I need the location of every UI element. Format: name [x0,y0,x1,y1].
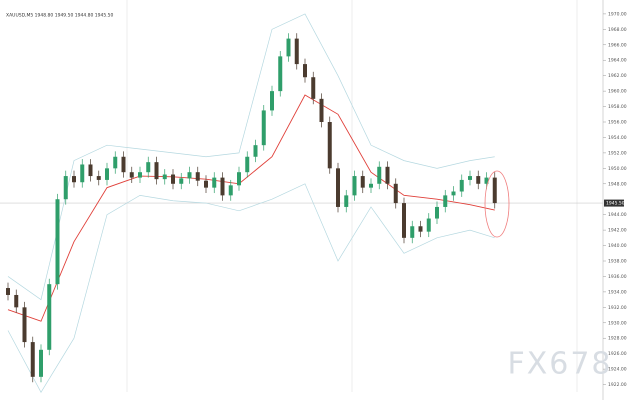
candle-body [327,122,332,169]
y-tick-label: 1962.00 [608,73,627,79]
y-tick-label: 1926.00 [608,351,627,357]
candle-body [47,284,52,350]
candle-body [426,218,431,232]
candle-body [369,183,373,188]
last-price-label: 1945.50 [606,201,625,207]
candle-body [352,176,357,196]
candle-body [360,176,365,188]
annotation-ellipse [484,170,510,238]
candle-body [278,56,283,92]
y-tick-label: 1958.00 [608,104,627,110]
candle-body [212,177,217,188]
candle-body [261,110,266,146]
y-tick-label: 1948.00 [608,181,627,187]
candle-body [303,64,307,78]
candle-body [377,166,382,184]
candle-body [468,176,472,180]
y-tick-label: 1936.00 [608,274,627,280]
y-tick-label: 1930.00 [608,320,627,326]
y-tick-label: 1934.00 [608,289,627,295]
candle-body [393,183,398,204]
candle-body [105,168,109,180]
candle-body [410,226,415,238]
y-tick-label: 1950.00 [608,166,627,172]
candle-body [228,185,233,196]
candle-body [435,206,439,219]
y-tick-label: 1970.00 [608,11,627,17]
candle-body [402,203,406,238]
y-tick-label: 1952.00 [608,150,627,156]
candle-body [154,162,159,180]
candle-body [171,174,175,184]
candle-body [459,179,464,192]
candle-body [253,145,258,157]
y-tick-label: 1940.00 [608,243,627,249]
candle-body [162,174,167,180]
candle-body [80,164,85,183]
candle-body [418,226,423,232]
y-tick-label: 1954.00 [608,135,627,141]
watermark: FX678 [507,347,612,382]
candle-body [96,176,101,180]
candle-body [129,172,134,178]
candle-body [294,38,299,65]
candle-body [220,177,225,196]
y-tick-label: 1956.00 [608,120,627,126]
candle-body [336,168,340,207]
candle-body [14,294,19,308]
y-tick-label: 1922.00 [608,382,627,388]
moving-average [7,94,495,322]
last-price-box [604,199,624,207]
candle-body [72,176,76,183]
chart-title: XAUUSD,M5 1948.80 1949.50 1944.80 1945.5… [6,13,114,19]
plot-area: 1970.00 1968.00 1966.00 1964.00 1962.00 1960.… [0,11,627,393]
bollinger-band [7,13,495,301]
candle-body [484,177,489,184]
candle-body [344,195,349,207]
candle-body [55,199,60,285]
candle-body [63,176,68,200]
y-tick-label: 1964.00 [608,58,627,64]
candle-body [286,38,291,57]
candle-body [39,349,43,377]
y-tick-label: 1942.00 [608,228,627,234]
candle-body [113,156,118,169]
y-tick-label: 1968.00 [608,27,627,33]
candle-body [146,162,151,173]
candle-body [179,178,184,184]
candle-body [88,164,93,177]
y-tick-label: 1966.00 [608,42,627,48]
candle-body [187,172,192,179]
candle-body [6,288,10,295]
candle-body [476,176,481,184]
y-tick-label: 1928.00 [608,336,627,342]
y-tick-label: 1938.00 [608,259,627,265]
candle-body [121,156,126,173]
candle-body [311,77,316,99]
candle-body [245,156,250,173]
candle-body [138,172,142,178]
candle-body [385,166,390,184]
candle-body [22,307,27,343]
bollinger-band [7,183,495,393]
y-tick-label: 1932.00 [608,305,627,311]
candle-body [30,342,35,377]
y-tick-label: 1960.00 [608,89,627,95]
candle-body [319,98,324,123]
candle-body [204,180,208,188]
candle-body [237,172,241,186]
candle-body [443,195,448,207]
candle-body [195,172,200,181]
y-tick-label: 1924.00 [608,367,627,373]
candle-body [492,177,497,204]
candle-body [451,191,456,196]
candle-body [270,91,274,111]
y-tick-label: 1944.00 [608,212,627,218]
